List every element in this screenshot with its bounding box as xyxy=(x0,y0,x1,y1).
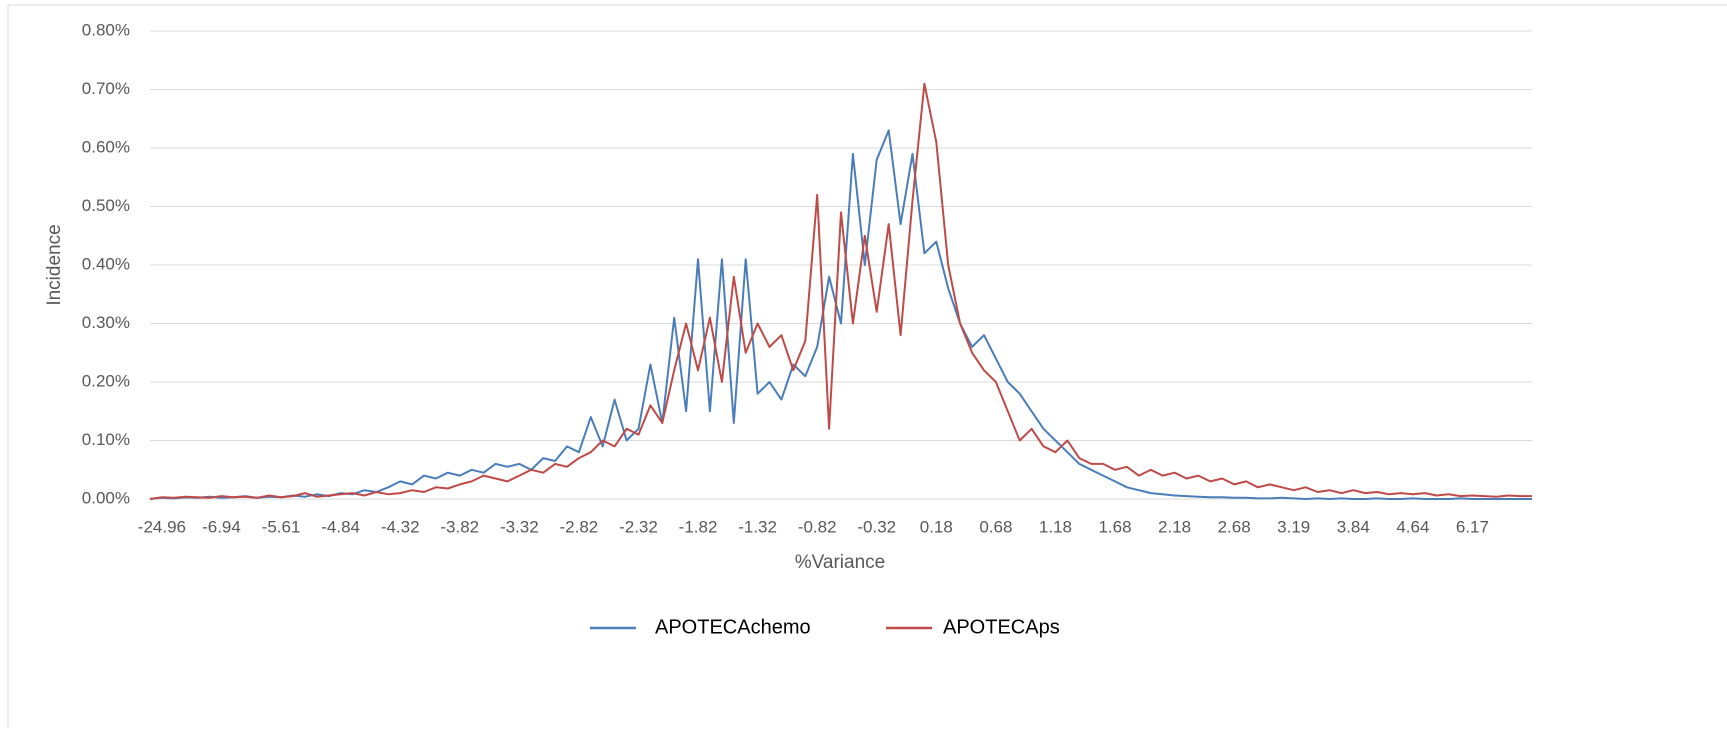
series-line xyxy=(149,82,1532,500)
x-tick-label: 0.68 xyxy=(979,517,1012,536)
x-tick-label: -3.32 xyxy=(500,517,539,536)
x-tick-label: 1.68 xyxy=(1098,517,1131,536)
x-tick-label: 4.64 xyxy=(1396,517,1429,536)
x-axis-title: %Variance xyxy=(795,552,885,573)
x-tick-label: 2.68 xyxy=(1218,517,1251,536)
legend-label: APOTECAps xyxy=(943,616,1060,638)
x-tick-label: -4.84 xyxy=(321,517,360,536)
y-tick-label: 0.10% xyxy=(82,430,130,449)
y-tick-label: 0.50% xyxy=(82,196,130,215)
x-tick-label: -5.61 xyxy=(262,517,301,536)
y-tick-label: 0.00% xyxy=(82,488,130,507)
y-tick-label: 0.40% xyxy=(82,254,130,273)
x-tick-label: -4.32 xyxy=(381,517,420,536)
y-tick-label: 0.30% xyxy=(82,313,130,332)
series-line xyxy=(149,129,1532,500)
x-tick-label: 1.18 xyxy=(1039,517,1072,536)
y-tick-label: 0.70% xyxy=(82,79,130,98)
x-tick-label: -24.96 xyxy=(138,517,186,536)
x-tick-label: -2.32 xyxy=(619,517,658,536)
x-tick-label: 3.84 xyxy=(1337,517,1370,536)
x-tick-label: -1.32 xyxy=(738,517,777,536)
chart-border xyxy=(7,4,1727,733)
legend-label: APOTECAchemo xyxy=(655,616,811,638)
x-tick-label: -0.82 xyxy=(798,517,837,536)
x-tick-label: -2.82 xyxy=(560,517,599,536)
y-tick-label: 0.20% xyxy=(82,371,130,390)
y-axis-title: Incidence xyxy=(44,224,65,305)
y-tick-label: 0.60% xyxy=(82,137,130,156)
x-tick-label: -3.82 xyxy=(440,517,479,536)
x-tick-label: -1.82 xyxy=(679,517,718,536)
x-tick-label: 2.18 xyxy=(1158,517,1191,536)
x-tick-label: -0.32 xyxy=(857,517,896,536)
x-tick-label: 6.17 xyxy=(1456,517,1489,536)
y-tick-label: 0.80% xyxy=(82,20,130,39)
x-tick-label: -6.94 xyxy=(202,517,241,536)
x-tick-label: 3.19 xyxy=(1277,517,1310,536)
x-tick-label: 0.18 xyxy=(920,517,953,536)
